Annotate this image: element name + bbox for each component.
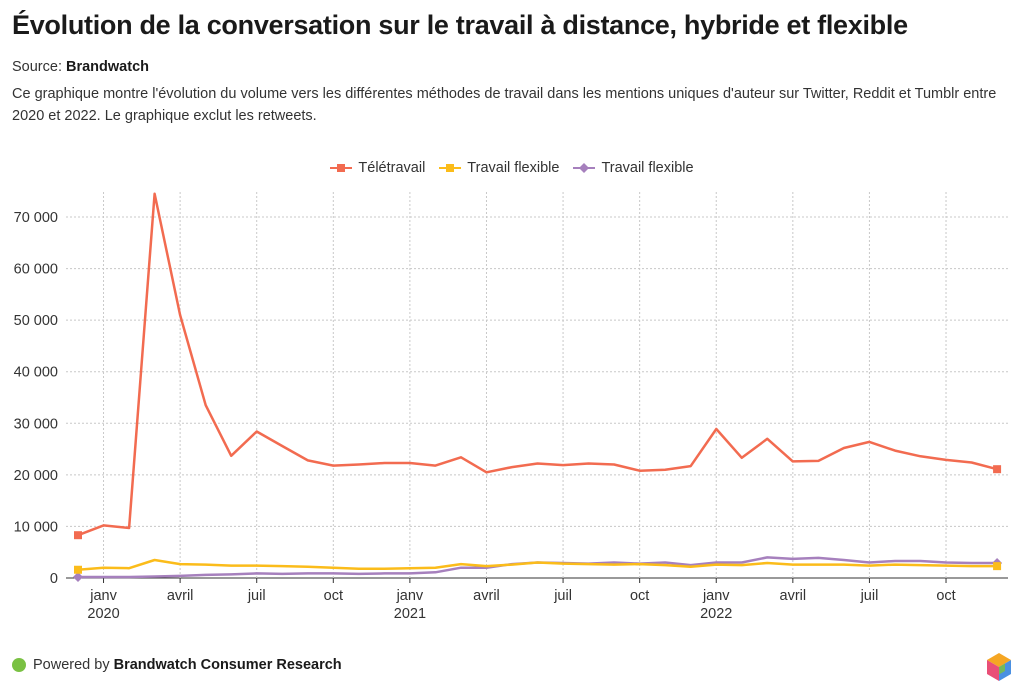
y-tick-label: 60 000 (14, 262, 58, 278)
y-tick-label: 0 (50, 571, 58, 587)
brandwatch-logo-icon (987, 653, 1011, 681)
brand-name: Brandwatch Consumer Research (113, 657, 342, 673)
series-0-point-marker (74, 531, 82, 540)
y-tick-label: 50 000 (14, 313, 58, 329)
y-tick-label: 40 000 (14, 365, 58, 381)
source-name: Brandwatch (66, 59, 149, 75)
x-tick-label: janv (396, 588, 424, 604)
chart-legend: Télétravail Travail flexible Travail fle… (0, 160, 1024, 176)
x-tick-label: janv (89, 588, 117, 604)
y-tick-label: 70 000 (14, 210, 58, 226)
x-tick-year-label: 2022 (700, 606, 732, 622)
x-tick-label: juil (860, 588, 879, 604)
x-tick-label: janv (702, 588, 730, 604)
x-tick-label: avril (473, 588, 500, 604)
series-1-point-marker (993, 562, 1002, 571)
series-line-1 (76, 558, 999, 571)
source-line: Source: Brandwatch (12, 59, 149, 75)
x-tick-label: avril (167, 588, 194, 604)
y-tick-label: 10 000 (14, 519, 58, 535)
series-line-0 (76, 192, 999, 537)
x-tick-year-label: 2021 (394, 606, 426, 622)
chart-description: Ce graphique montre l'évolution du volum… (12, 86, 997, 124)
x-tick-year-label: 2020 (87, 606, 119, 622)
legend-item-1[interactable]: Travail flexible (439, 160, 559, 176)
x-tick-label: juil (247, 588, 266, 604)
legend-item-2[interactable]: Travail flexible (573, 160, 694, 176)
grid (66, 192, 1008, 583)
series-line-2 (76, 556, 999, 579)
series-0-point-marker (993, 465, 1002, 474)
line-chart: 0 10 000 20 000 30 000 40 000 50 000 60 000 70 … (14, 192, 1008, 622)
series-2-point-marker (73, 571, 83, 582)
x-tick-label: oct (630, 588, 649, 604)
footer: Powered by Brandwatch Consumer Research (12, 657, 342, 673)
legend-marker-square-icon (439, 164, 462, 172)
x-tick-label: juil (553, 588, 572, 604)
x-tick-label: avril (780, 588, 807, 604)
legend-label: Travail flexible (467, 160, 560, 176)
powered-by-label: Powered by (33, 657, 114, 673)
x-axis: janv 2020 avril juil oct janv 2021 avril juil oct… (87, 588, 955, 622)
source-label: Source: (12, 59, 66, 75)
powered-by-text: Powered by Brandwatch Consumer Research (33, 657, 342, 673)
y-axis: 0 10 000 20 000 30 000 40 000 50 000 60 000 70 … (14, 210, 58, 587)
page-title: Évolution de la conversation sur le trav… (12, 10, 908, 40)
legend-label: Télétravail (358, 160, 426, 176)
series-group (73, 192, 1003, 582)
legend-marker-square-icon (330, 164, 353, 172)
y-tick-label: 20 000 (14, 468, 58, 484)
x-tick-label: oct (936, 588, 955, 604)
y-tick-label: 30 000 (14, 416, 58, 432)
x-tick-label: oct (324, 588, 343, 604)
status-dot-icon (12, 658, 26, 672)
legend-marker-diamond-icon (573, 163, 596, 173)
legend-item-0[interactable]: Télétravail (330, 160, 425, 176)
legend-label: Travail flexible (601, 160, 694, 176)
series-1-point-marker (74, 565, 82, 574)
